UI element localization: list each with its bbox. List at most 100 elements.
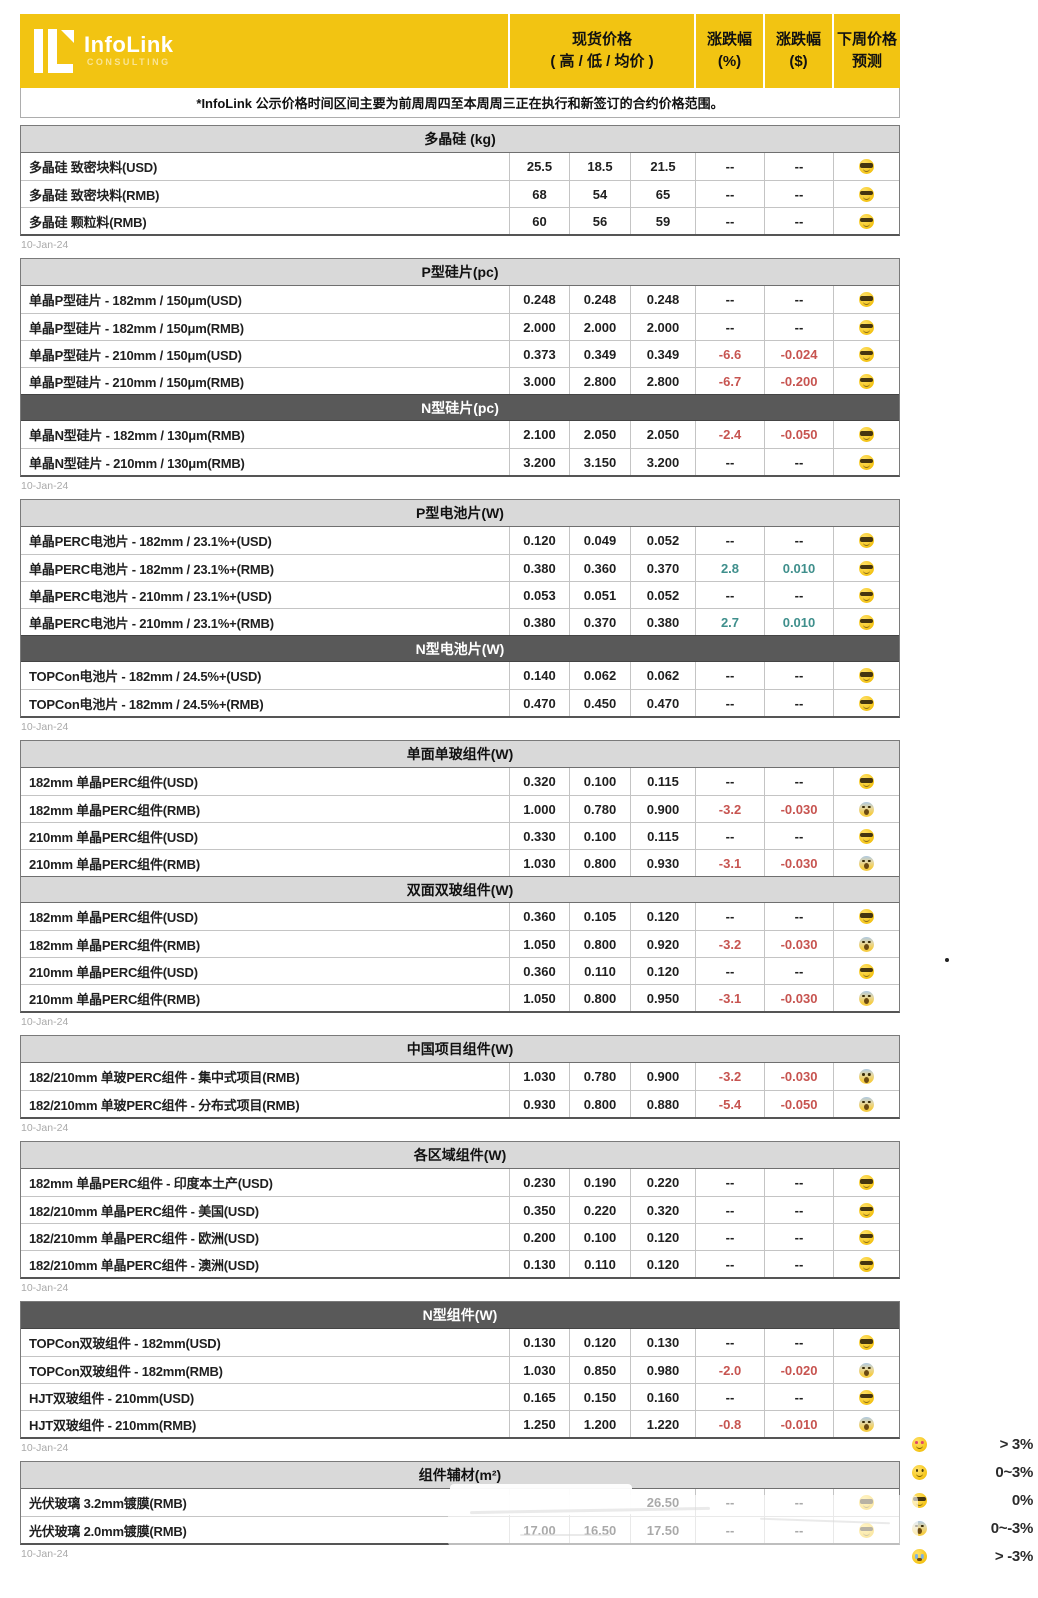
logo-brand-text: InfoLink bbox=[84, 31, 174, 57]
forecast-cell bbox=[833, 555, 899, 581]
price-high-cell: 3.000 bbox=[509, 368, 569, 394]
smiling-face-icon bbox=[912, 1464, 927, 1480]
table-row: 210mm 单晶PERC组件(USD) 0.330 0.100 0.115 -- -- bbox=[21, 822, 899, 849]
column-header-spot-price: 现货价格 ( 高 / 低 / 均价 ) bbox=[508, 14, 694, 88]
product-name-cell: 210mm 单晶PERC组件(RMB) bbox=[29, 856, 201, 872]
forecast-cell bbox=[833, 1251, 899, 1277]
logo-text: InfoLink CONSULTING bbox=[84, 33, 174, 69]
change-pct-cell: -- bbox=[695, 1169, 764, 1196]
change-usd-cell: -0.020 bbox=[764, 1357, 833, 1383]
forecast-cell bbox=[833, 903, 899, 930]
price-high-cell: 0.320 bbox=[509, 768, 569, 795]
table-row: 182mm 单晶PERC组件(USD) 0.320 0.100 0.115 -- -- bbox=[21, 768, 899, 795]
column-header-change-usd: 涨跌幅 ($) bbox=[763, 14, 832, 88]
product-name-cell: 182/210mm 单玻PERC组件 - 集中式项目(RMB) bbox=[29, 1070, 300, 1085]
price-avg-cell: 0.349 bbox=[630, 341, 695, 367]
price-high-cell: 2.100 bbox=[509, 421, 569, 448]
product-name-cell: TOPCon双玻组件 - 182mm(RMB) bbox=[29, 1363, 223, 1379]
sunglasses-face-icon bbox=[859, 587, 874, 603]
price-block: P型硅片(pc) 单晶P型硅片 - 182mm / 150μm(USD) 0.248… bbox=[20, 258, 900, 477]
price-table: InfoLink CONSULTING 现货价格 ( 高 / 低 / 均价 ) … bbox=[20, 14, 900, 1567]
change-pct-cell: -- bbox=[695, 823, 764, 849]
legend-item: > 3% bbox=[912, 1430, 1033, 1458]
price-low-cell: 0.190 bbox=[569, 1169, 630, 1196]
sunglasses-face-icon bbox=[859, 695, 874, 711]
price-avg-cell: 0.470 bbox=[630, 690, 695, 716]
change-pct-cell: -2.4 bbox=[695, 421, 764, 448]
sunglasses-face-icon bbox=[859, 1256, 874, 1272]
change-usd-cell: -0.030 bbox=[764, 850, 833, 876]
product-name-cell: 182/210mm 单晶PERC组件 - 澳洲(USD) bbox=[29, 1257, 259, 1273]
column-header-forecast: 下周价格 预测 bbox=[832, 14, 900, 88]
change-usd-cell: 0.010 bbox=[764, 609, 833, 635]
note-text: *InfoLink 公示价格时间区间主要为前周周四至本周周三正在执行和新签订的合… bbox=[196, 96, 724, 111]
price-high-cell: 0.373 bbox=[509, 341, 569, 367]
legend-label: 0~3% bbox=[995, 1463, 1033, 1481]
price-low-cell: 0.800 bbox=[569, 850, 630, 876]
price-low-cell: 0.349 bbox=[569, 341, 630, 367]
sunglasses-face-icon bbox=[859, 1229, 874, 1245]
table-row: 单晶PERC电池片 - 182mm / 23.1%+(RMB) 0.380 0.36… bbox=[21, 554, 899, 581]
section-header: P型电池片(W) bbox=[21, 500, 899, 527]
section-header: 各区域组件(W) bbox=[21, 1142, 899, 1169]
change-pct-cell: -- bbox=[695, 1329, 764, 1356]
change-pct-cell: -- bbox=[695, 527, 764, 554]
sunglasses-face-icon bbox=[859, 963, 874, 979]
sunglasses-face-icon bbox=[859, 186, 874, 202]
change-usd-cell: -0.030 bbox=[764, 1063, 833, 1090]
table-row: 多晶硅 颗粒料(RMB) 60 56 59 -- -- bbox=[21, 207, 899, 234]
change-pct-cell: -- bbox=[695, 582, 764, 608]
scream-face-icon bbox=[859, 1096, 874, 1112]
change-usd-cell: -- bbox=[764, 527, 833, 554]
price-high-cell: 1.000 bbox=[509, 796, 569, 822]
sunglasses-face-icon bbox=[859, 614, 874, 630]
product-name-cell: 210mm 单晶PERC组件(USD) bbox=[29, 829, 198, 845]
table-row: 多晶硅 致密块料(USD) 25.5 18.5 21.5 -- -- bbox=[21, 153, 899, 180]
change-pct-cell: -3.2 bbox=[695, 796, 764, 822]
change-pct-cell: -- bbox=[695, 208, 764, 234]
price-block: N型组件(W) TOPCon双玻组件 - 182mm(USD) 0.130 0.120… bbox=[20, 1301, 900, 1439]
product-name-cell: 182/210mm 单晶PERC组件 - 欧洲(USD) bbox=[29, 1230, 259, 1246]
forecast-cell bbox=[833, 1091, 899, 1117]
forecast-cell bbox=[833, 527, 899, 554]
change-usd-cell: -- bbox=[764, 1197, 833, 1223]
sunglasses-face-icon bbox=[859, 828, 874, 844]
price-block: 单面单玻组件(W) 182mm 单晶PERC组件(USD) 0.320 0.100 0.… bbox=[20, 740, 900, 1013]
legend-label: 0~-3% bbox=[990, 1519, 1034, 1537]
price-avg-cell: 3.200 bbox=[630, 449, 695, 475]
price-high-cell: 0.360 bbox=[509, 903, 569, 930]
sunglasses-face-icon bbox=[859, 346, 874, 362]
column-header-line: ($) bbox=[789, 53, 808, 70]
sunglasses-face-icon bbox=[859, 159, 874, 174]
forecast-cell bbox=[833, 768, 899, 795]
price-low-cell: 0.051 bbox=[569, 582, 630, 608]
price-high-cell: 60 bbox=[509, 208, 569, 234]
price-high-cell: 0.360 bbox=[509, 958, 569, 984]
price-avg-cell: 0.052 bbox=[630, 527, 695, 554]
product-name-cell: HJT双玻组件 - 210mm(RMB) bbox=[29, 1417, 197, 1433]
column-header-line: ( 高 / 低 / 均价 ) bbox=[550, 53, 654, 70]
price-high-cell: 0.470 bbox=[509, 690, 569, 716]
price-low-cell: 54 bbox=[569, 181, 630, 207]
table-row: 182/210mm 单晶PERC组件 - 欧洲(USD) 0.200 0.100 0.… bbox=[21, 1223, 899, 1250]
table-row: TOPCon电池片 - 182mm / 24.5%+(USD) 0.140 0.06… bbox=[21, 662, 899, 689]
price-avg-cell: 0.370 bbox=[630, 555, 695, 581]
forecast-cell bbox=[833, 850, 899, 876]
price-low-cell: 0.110 bbox=[569, 958, 630, 984]
section-header: 多晶硅 (kg) bbox=[21, 126, 899, 153]
product-name-cell: 182/210mm 单玻PERC组件 - 分布式项目(RMB) bbox=[29, 1097, 300, 1113]
price-low-cell: 0.370 bbox=[569, 609, 630, 635]
table-header: InfoLink CONSULTING 现货价格 ( 高 / 低 / 均价 ) … bbox=[20, 14, 900, 88]
forecast-cell bbox=[833, 662, 899, 689]
price-avg-cell: 0.980 bbox=[630, 1357, 695, 1383]
product-name-cell: 182mm 单晶PERC组件(RMB) bbox=[29, 937, 201, 953]
product-name-cell: TOPCon电池片 - 182mm / 24.5%+(USD) bbox=[29, 669, 262, 684]
logo-bar-l-vertical bbox=[48, 29, 57, 73]
table-row: TOPCon双玻组件 - 182mm(RMB) 1.030 0.850 0.980 -2… bbox=[21, 1356, 899, 1383]
column-header-line: (%) bbox=[717, 53, 742, 70]
logo-fold-triangle bbox=[61, 30, 74, 43]
forecast-cell bbox=[833, 1357, 899, 1383]
change-usd-cell: -- bbox=[764, 823, 833, 849]
scream-face-icon bbox=[859, 801, 874, 817]
